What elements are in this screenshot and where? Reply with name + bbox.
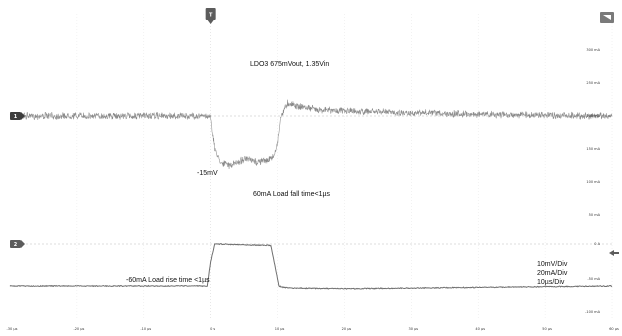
channel-markers: T 1 2 [10, 8, 619, 256]
y-tick-label: 50 mA [589, 213, 601, 217]
corner-zoom-icon [600, 12, 614, 23]
right-arrow-icon [609, 250, 619, 256]
x-tick-label: 60 µs [609, 327, 619, 331]
x-tick-label: 30 µs [409, 327, 419, 331]
traces [9, 99, 613, 290]
x-tick-labels: -30 µs -20 µs -10 µs 0 s 10 µs 20 µs 30 µs 40 µ… [7, 327, 619, 331]
trigger-marker: T [205, 8, 216, 24]
x-tick-label: 50 µs [542, 327, 552, 331]
x-tick-label: 10 µs [275, 327, 285, 331]
x-tick-label: -10 µs [140, 327, 151, 331]
grid [10, 14, 613, 318]
annotation-rise-time: -60mA Load rise time <1µs [126, 277, 210, 284]
y-tick-label: 100 mA [586, 180, 600, 184]
channel-marker-label: 1 [14, 114, 18, 120]
scale-current: 20mA/Div [537, 270, 568, 277]
x-tick-label: -30 µs [7, 327, 18, 331]
y-tick-label: -100 mA [585, 310, 600, 314]
y-tick-label: -50 mA [587, 277, 600, 281]
x-tick-label: 0 s [210, 327, 215, 331]
y-tick-label: 300 mA [586, 48, 600, 52]
annotation-fall-time: 60mA Load fall time<1µs [253, 191, 330, 198]
chart-title: LDO3 675mVout, 1.35Vin [250, 61, 329, 68]
trigger-marker-label: T [209, 13, 213, 19]
y-tick-label: 200 mA [586, 114, 600, 118]
scale-time: 10µs/Div [537, 279, 565, 286]
y-tick-labels: 300 mA 250 mA 200 mA 150 mA 100 mA 50 mA 0 A -5… [585, 48, 600, 314]
annotation-voltage-dip: -15mV [197, 170, 218, 177]
series-ch1-trace [9, 99, 613, 169]
channel-marker-1: 1 [10, 112, 25, 120]
y-tick-label: 150 mA [586, 147, 600, 151]
x-tick-label: -20 µs [73, 327, 84, 331]
channel-marker-label: 2 [14, 242, 18, 248]
y-tick-label: 250 mA [586, 81, 600, 85]
x-tick-label: 40 µs [475, 327, 485, 331]
scale-voltage: 10mV/Div [537, 261, 568, 268]
series-ch2-trace [9, 243, 613, 290]
channel-marker-2: 2 [10, 240, 25, 248]
x-tick-label: 20 µs [342, 327, 352, 331]
y-tick-label: 0 A [594, 242, 600, 246]
